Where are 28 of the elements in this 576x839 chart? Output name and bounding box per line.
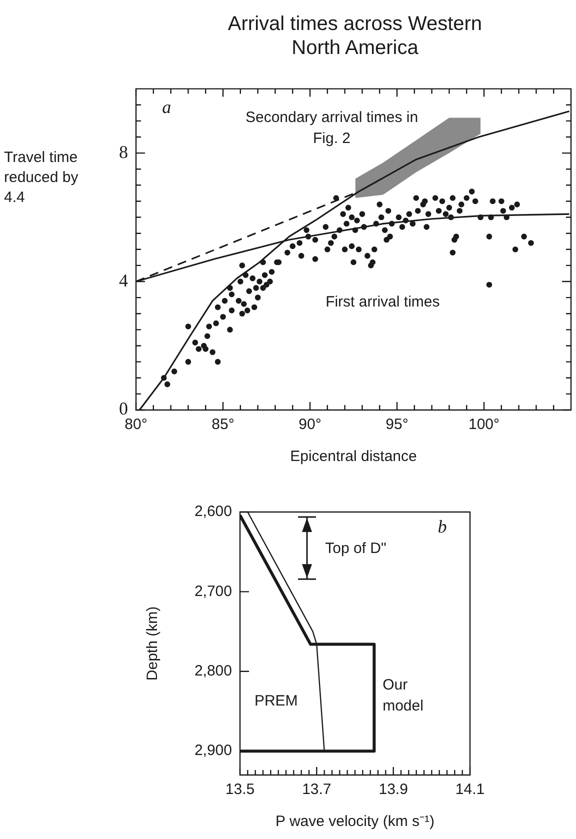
x-tick-label: 100° — [468, 416, 500, 434]
y-tick-label: 2,900 — [194, 742, 232, 760]
chart-title: Arrival times across Western North America — [226, 12, 484, 60]
x-tick-label: 13.9 — [378, 781, 408, 798]
annotation: Top of D" — [325, 540, 386, 557]
series-label: PREM — [254, 692, 298, 710]
y-tick-label: 2,700 — [194, 582, 232, 600]
annotation: a — [162, 96, 172, 117]
x-tick-label: 95° — [386, 416, 408, 434]
y-tick-label: 8 — [119, 142, 128, 162]
y-axis-title: Travel time reduced by 4.4 — [4, 148, 80, 208]
y-tick-label: 2,800 — [194, 662, 232, 680]
annotation: Secondary arrival times in Fig. 2 — [245, 108, 418, 147]
x-tick-label: 13.7 — [302, 781, 332, 798]
x-tick-label: 14.1 — [455, 781, 485, 798]
x-tick-label: 13.5 — [225, 781, 255, 798]
text: First arrival times — [326, 294, 440, 311]
annotation: b — [438, 516, 447, 537]
y-tick-label: 0 — [119, 398, 128, 419]
x-tick-label: 90° — [298, 416, 322, 434]
y-tick-label: 4 — [119, 270, 128, 290]
y-axis-title: Depth (km) — [144, 606, 162, 681]
x-axis-title: P wave velocity (km s⁻¹) — [276, 813, 434, 830]
x-axis-title: Epicentral distance — [290, 448, 417, 466]
y-tick-label: 2,600 — [194, 503, 232, 520]
x-tick-label: 85° — [212, 416, 234, 434]
x-tick-label: 80° — [124, 416, 148, 434]
series-label: Our model — [382, 676, 424, 715]
